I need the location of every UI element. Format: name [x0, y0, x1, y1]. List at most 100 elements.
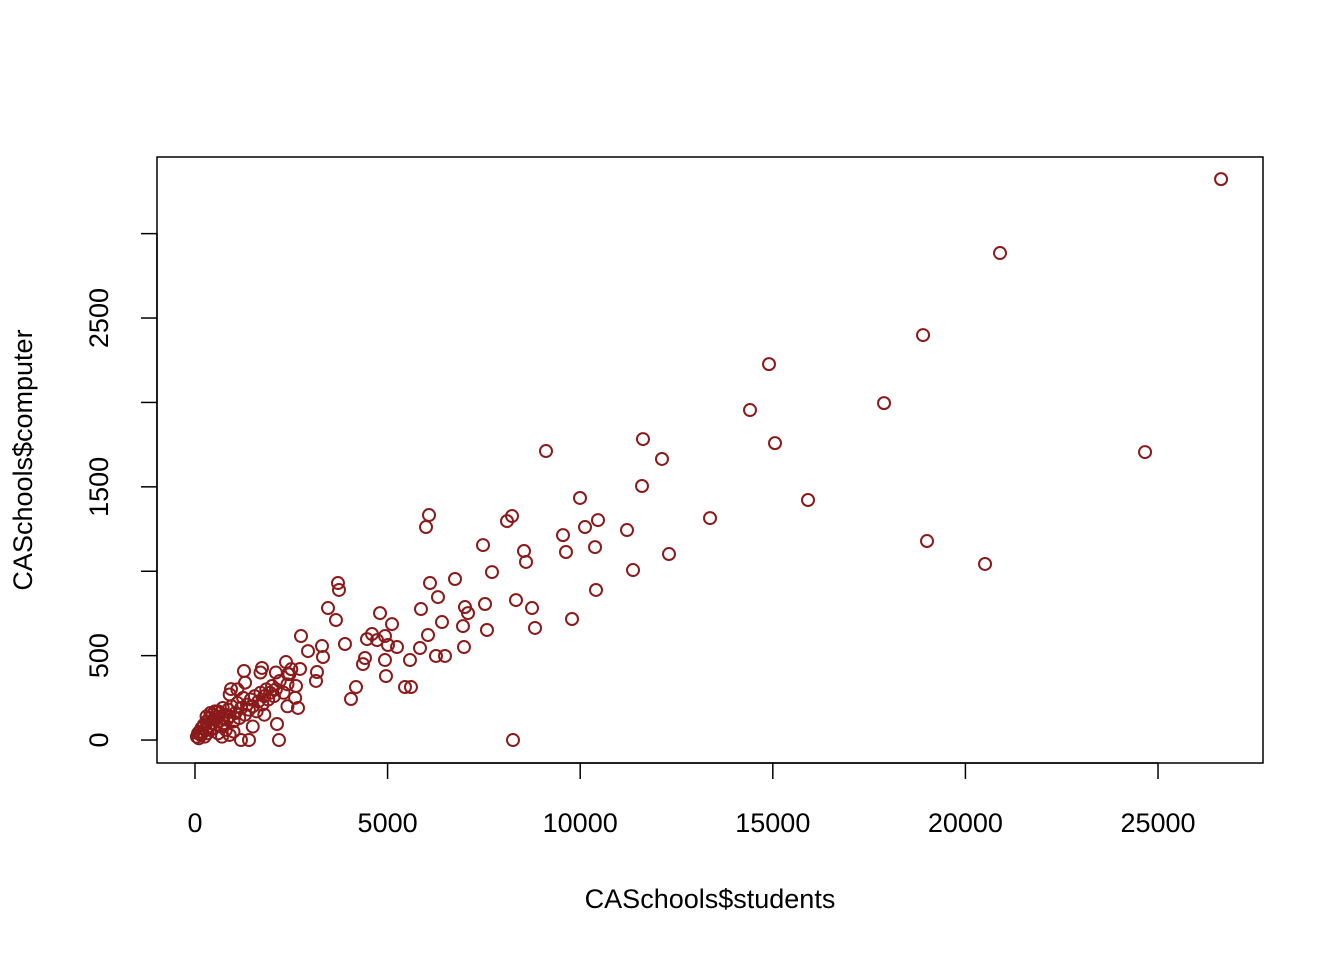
point — [448, 572, 463, 587]
point — [1214, 172, 1229, 187]
x-axis-label: CASchools$students — [585, 884, 836, 914]
point — [412, 641, 427, 656]
point — [293, 629, 308, 644]
point — [555, 528, 570, 543]
point — [418, 520, 433, 535]
point — [266, 689, 281, 704]
point — [801, 493, 816, 508]
point — [422, 508, 437, 523]
point — [377, 653, 392, 668]
point — [505, 733, 520, 748]
point — [516, 543, 531, 558]
x-tick-label: 5000 — [358, 808, 418, 838]
point — [241, 702, 256, 717]
point — [214, 729, 229, 744]
point — [761, 357, 776, 372]
point — [634, 478, 649, 493]
point — [423, 576, 438, 591]
point — [479, 622, 494, 637]
point — [508, 593, 523, 608]
point — [377, 629, 392, 644]
point — [402, 653, 417, 668]
point — [301, 644, 316, 659]
point — [398, 680, 413, 695]
point — [331, 582, 346, 597]
point — [280, 699, 295, 714]
point — [413, 602, 428, 617]
point — [253, 665, 268, 680]
point — [993, 246, 1008, 261]
point — [280, 677, 295, 692]
y-tick-label: 1500 — [84, 457, 114, 517]
point — [626, 563, 641, 578]
x-tick-label: 15000 — [735, 808, 810, 838]
point — [268, 665, 283, 680]
x-tick-label: 25000 — [1120, 808, 1195, 838]
point — [428, 648, 443, 663]
point — [500, 514, 515, 529]
point — [288, 690, 303, 705]
x-tick-label: 20000 — [928, 808, 1003, 838]
point — [384, 617, 399, 632]
point — [328, 613, 343, 628]
point — [528, 620, 543, 635]
point — [743, 403, 758, 418]
point — [308, 673, 323, 688]
point — [403, 680, 418, 695]
y-tick-label: 500 — [84, 633, 114, 678]
point — [654, 451, 669, 466]
point — [257, 707, 272, 722]
point — [337, 636, 352, 651]
point — [460, 606, 475, 621]
point — [373, 606, 388, 621]
y-tick-label: 0 — [84, 733, 114, 748]
point — [661, 547, 676, 562]
point — [916, 328, 931, 343]
point — [620, 523, 635, 538]
point — [222, 727, 237, 742]
point — [380, 638, 395, 653]
point — [703, 511, 718, 526]
point — [268, 682, 283, 697]
point — [330, 576, 345, 591]
point — [1138, 445, 1153, 460]
point — [590, 513, 605, 528]
point — [588, 582, 603, 597]
point — [355, 657, 370, 672]
point — [245, 719, 260, 734]
point — [478, 596, 493, 611]
point — [199, 709, 214, 724]
point — [320, 601, 335, 616]
point — [519, 554, 534, 569]
y-axis-label: CASchools$computer — [8, 329, 38, 590]
point — [456, 640, 471, 655]
point — [241, 733, 256, 748]
point — [349, 680, 364, 695]
point — [578, 520, 593, 535]
point — [920, 534, 935, 549]
point — [236, 664, 251, 679]
point — [357, 651, 372, 666]
point — [564, 612, 579, 627]
point — [484, 565, 499, 580]
point — [558, 544, 573, 559]
point — [224, 682, 239, 697]
point — [389, 640, 404, 655]
point — [238, 675, 253, 690]
point — [768, 436, 783, 451]
point — [573, 490, 588, 505]
point — [284, 662, 299, 677]
point — [315, 649, 330, 664]
point — [309, 665, 324, 680]
point — [269, 717, 284, 732]
point — [421, 628, 436, 643]
point — [276, 685, 291, 700]
point — [203, 706, 218, 721]
point — [226, 724, 241, 739]
point — [430, 590, 445, 605]
point — [538, 444, 553, 459]
point — [978, 556, 993, 571]
point — [525, 601, 540, 616]
point — [233, 733, 248, 748]
